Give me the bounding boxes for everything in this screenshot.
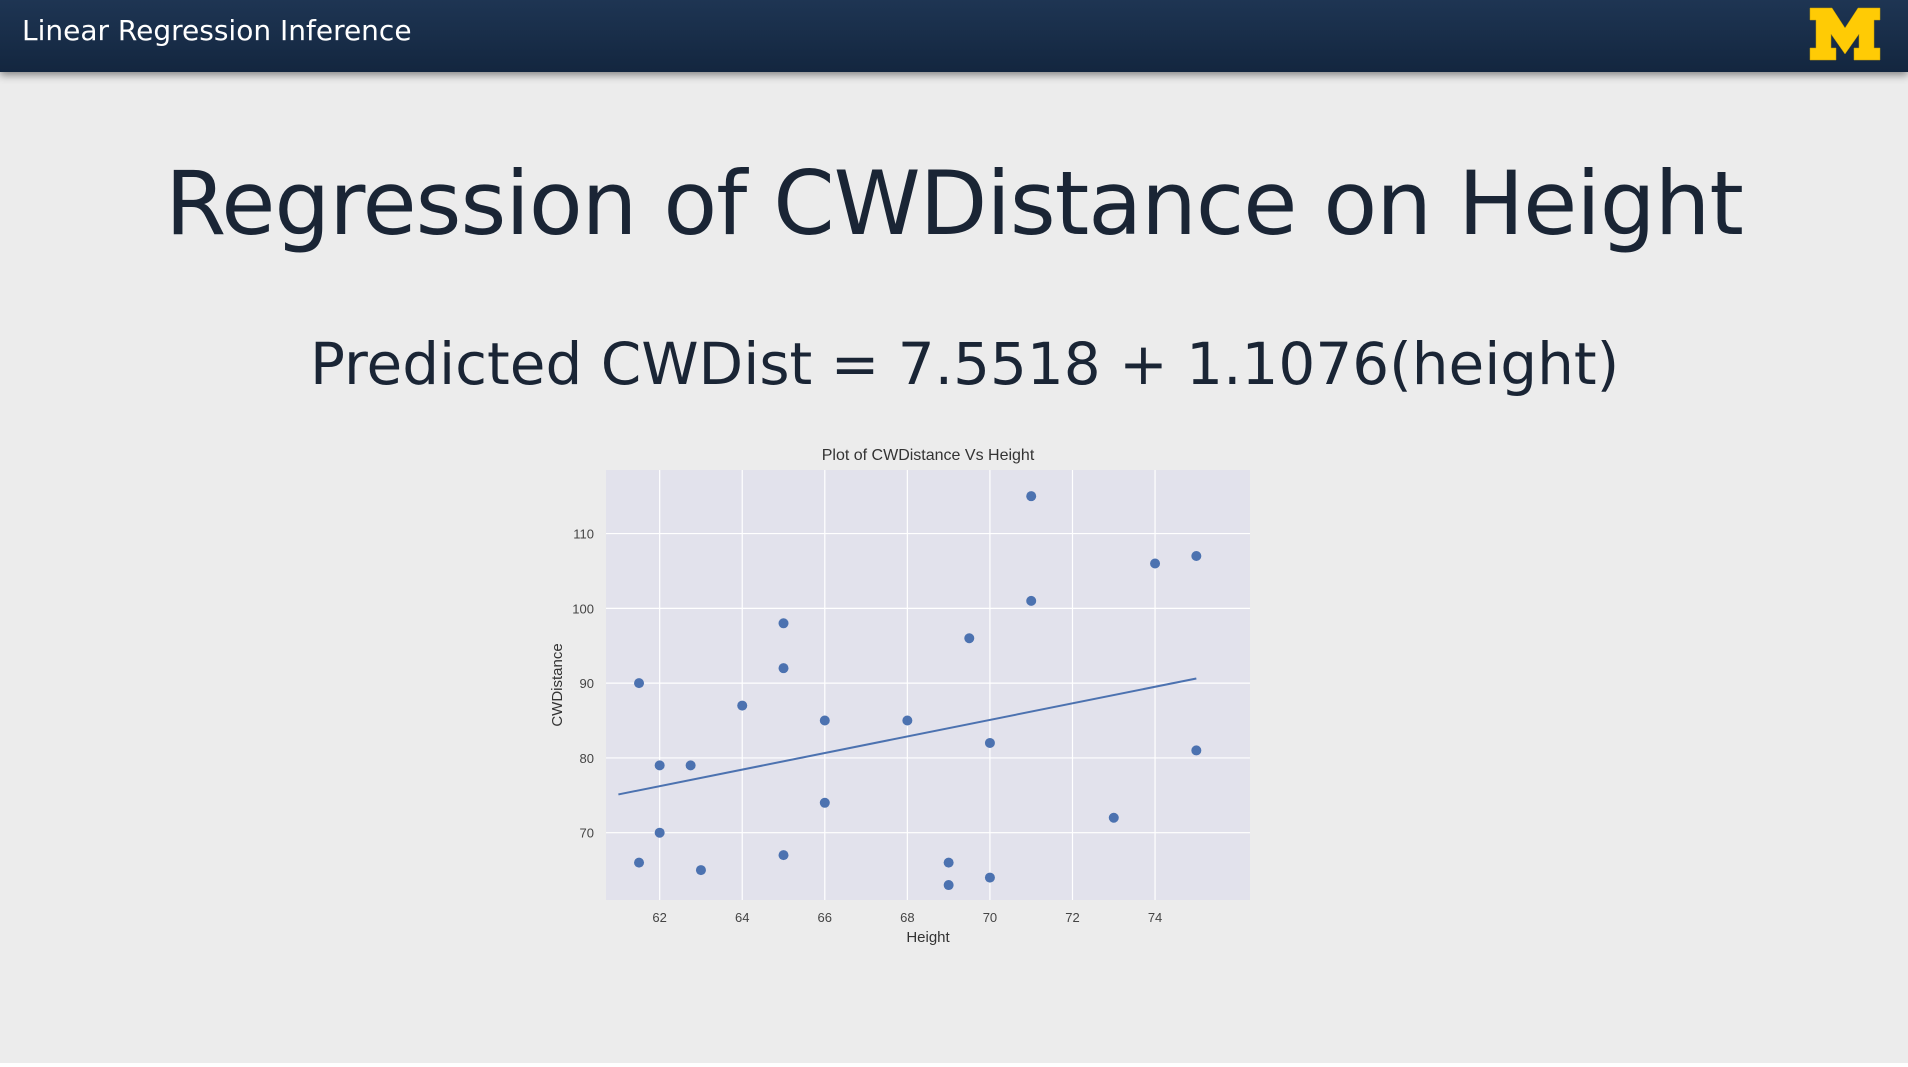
x-tick-label: 70: [983, 910, 997, 925]
data-point: [685, 760, 696, 771]
data-point: [943, 857, 954, 868]
header-bar: Linear Regression Inference: [0, 0, 1908, 72]
data-point: [984, 737, 995, 748]
y-tick-label: 70: [580, 826, 594, 841]
data-point: [695, 865, 706, 876]
data-point: [634, 678, 645, 689]
data-point: [634, 857, 645, 868]
regression-line: [618, 677, 1197, 796]
y-tick-label: 110: [573, 527, 594, 542]
y-tick-label: 90: [580, 676, 594, 691]
data-point: [984, 872, 995, 883]
data-point: [1026, 491, 1037, 502]
data-point: [654, 760, 665, 771]
university-logo: [1809, 7, 1881, 61]
data-point: [1191, 745, 1202, 756]
course-title: Linear Regression Inference: [22, 14, 412, 47]
scatter-plot: 62 64 66 68 70 72 74 70 80 90 100 110 Plot of CWDist…: [549, 447, 1250, 946]
data-point: [778, 663, 789, 674]
bottom-edge: [0, 1063, 1908, 1067]
y-axis-label: CWDistance: [549, 643, 566, 726]
data-point: [964, 633, 975, 644]
regression-equation: Predicted CWDist = 7.5518 + 1.1076(heigh…: [310, 330, 1620, 398]
x-tick-label: 68: [900, 910, 914, 925]
x-tick-label: 74: [1148, 910, 1162, 925]
x-tick-label: 64: [735, 910, 749, 925]
x-tick-label: 66: [818, 910, 832, 925]
x-tick-label: 72: [1065, 910, 1079, 925]
data-point: [819, 797, 830, 808]
data-point: [1150, 558, 1161, 569]
y-tick-label: 100: [572, 601, 594, 616]
x-tick-label: 62: [652, 910, 666, 925]
data-point: [943, 880, 954, 891]
plot-area: [606, 470, 1250, 900]
data-point: [778, 618, 789, 629]
y-tick-label: 80: [580, 751, 594, 766]
data-point: [1108, 812, 1119, 823]
data-point: [778, 850, 789, 861]
chart-title: Plot of CWDistance Vs Height: [822, 447, 1035, 464]
data-point: [902, 715, 913, 726]
data-point: [1191, 551, 1202, 561]
data-point: [737, 700, 748, 711]
data-point: [819, 715, 830, 726]
slide-title: Regression of CWDistance on Height: [165, 152, 1744, 255]
block-m-logo-shape: [1809, 7, 1881, 61]
x-axis-label: Height: [906, 929, 950, 946]
data-point: [1026, 595, 1037, 606]
data-point: [654, 827, 665, 838]
